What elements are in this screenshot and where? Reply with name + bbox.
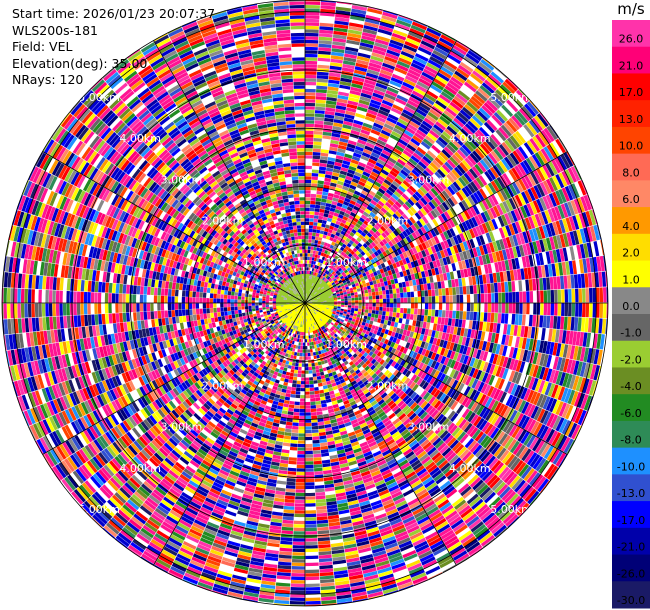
range-ring-label: 5.00km — [490, 503, 532, 516]
range-ring-label: 3.00km — [161, 421, 203, 434]
instrument-name-text: WLS200s-181 — [12, 22, 98, 38]
colorbar-swatch — [612, 73, 650, 101]
range-ring-label: 2.00km — [202, 379, 244, 392]
range-ring-label: 3.00km — [161, 173, 203, 186]
colorbar-swatch — [612, 527, 650, 556]
colorbar-tick-label: 8.0 — [622, 166, 640, 179]
colorbar-swatch — [612, 420, 650, 449]
velocity-gates — [6, 4, 597, 595]
colorbar-tick-label: 26.0 — [619, 33, 644, 46]
range-ring-label: 4.00km — [449, 132, 491, 145]
grid-spoke — [42, 151, 306, 304]
colorbar-tick-label: 2.0 — [622, 247, 640, 260]
velocity-gates — [25, 16, 597, 598]
range-ring — [71, 69, 539, 537]
colorbar-swatch — [612, 447, 650, 475]
velocity-gates — [10, 11, 607, 606]
range-ring — [188, 186, 422, 420]
range-ring-label: 1.00km — [243, 256, 285, 269]
colorbar-tick-label: 10.0 — [619, 140, 644, 153]
velocity-gates — [7, 17, 580, 595]
range-ring-label: 4.00km — [119, 462, 161, 475]
range-ring-label: 3.00km — [408, 421, 450, 434]
grid-spoke — [304, 151, 568, 304]
nrays-text: NRays: 120 — [12, 72, 84, 87]
range-ring-label: 5.00km — [78, 503, 120, 516]
colorbar-tick-label: 13.0 — [619, 113, 644, 126]
colorbar-tick-label: 0.0 — [622, 300, 640, 313]
colorbar-swatch — [612, 367, 650, 395]
colorbar-swatch — [612, 501, 650, 529]
elevation-text: Elevation(deg): 35.00 — [12, 55, 148, 71]
grid-spoke — [153, 302, 306, 566]
colorbar-swatch — [612, 100, 650, 128]
colorbar-tick-label: -1.0 — [620, 327, 641, 340]
range-ring-label: 5.00km — [490, 91, 532, 104]
colorbar-swatch — [612, 554, 650, 582]
colorbar-swatch — [612, 46, 650, 74]
colorbar-tick-label: -6.0 — [620, 407, 641, 420]
range-ring-label: 1.00km — [325, 338, 367, 351]
range-ring-label: 2.00km — [367, 215, 409, 228]
velocity-gates — [2, 4, 594, 605]
range-ring-label: 4.00km — [449, 462, 491, 475]
velocity-gates — [30, 18, 604, 602]
range-ring-label: 1.00km — [243, 338, 285, 351]
colorbar-swatch — [612, 260, 650, 288]
colorbar-swatch — [612, 287, 650, 315]
range-ring-label: 3.00km — [408, 173, 450, 186]
colorbar-swatch — [612, 340, 650, 368]
colorbar-swatch — [612, 126, 650, 155]
velocity-gates — [6, 15, 607, 594]
range-ring — [246, 244, 364, 362]
range-ring-label: 1.00km — [325, 256, 367, 269]
colorbar-unit-label: m/s — [617, 0, 645, 18]
colorbar-tick-label: 4.0 — [622, 220, 640, 233]
colorbar-tick-label: -10.0 — [617, 460, 645, 473]
colorbar-swatch — [612, 153, 650, 181]
start-time-text: Start time: 2026/01/23 20:07:37 — [12, 6, 216, 21]
grid-spoke — [153, 40, 306, 304]
colorbar-tick-label: 6.0 — [622, 193, 640, 206]
radar-ppi-plot: 1.00km 1.00km 1.00km 1.00km 2.00km 2.00km 2.00… — [1, 0, 609, 607]
colorbar-swatch — [612, 180, 650, 208]
colorbar-swatch — [612, 474, 650, 502]
colorbar-swatch — [612, 20, 650, 48]
velocity-gates — [1, 1, 608, 601]
colorbar-swatch — [612, 233, 650, 262]
range-ring-label: 2.00km — [202, 215, 244, 228]
range-ring-label: 4.00km — [119, 132, 161, 145]
colorbar: 26.0 21.0 17.0 13.0 10.0 8.0 6.0 4.0 2.0 1.0 0.0 -1… — [612, 20, 650, 609]
grid-spoke — [42, 302, 306, 455]
colorbar-swatch — [612, 314, 650, 342]
colorbar-tick-label: 21.0 — [619, 59, 644, 72]
colorbar-tick-label: -4.0 — [620, 380, 641, 393]
range-ring-label: 2.00km — [367, 379, 409, 392]
colorbar-swatch — [612, 394, 650, 422]
colorbar-tick-label: 1.0 — [622, 273, 640, 286]
grid-spoke — [304, 40, 457, 304]
colorbar-tick-label: -30.0 — [617, 594, 645, 607]
colorbar-swatch — [612, 581, 650, 609]
colorbar-tick-label: -26.0 — [617, 567, 645, 580]
colorbar-swatch — [612, 207, 650, 235]
range-ring-label: 5.00km — [78, 91, 120, 104]
colorbar-tick-label: -13.0 — [617, 487, 645, 500]
range-ring — [13, 11, 597, 595]
colorbar-tick-label: 17.0 — [619, 86, 644, 99]
grid-spoke — [304, 302, 568, 455]
grid-spoke — [304, 302, 457, 566]
colorbar-tick-label: -17.0 — [617, 514, 645, 527]
colorbar-tick-label: -2.0 — [620, 353, 641, 366]
colorbar-tick-label: -8.0 — [620, 434, 641, 447]
range-ring — [129, 127, 481, 479]
outer-range-border — [1, 0, 609, 607]
field-text: Field: VEL — [12, 39, 73, 54]
colorbar-tick-label: -21.0 — [617, 541, 645, 554]
velocity-gates — [3, 0, 608, 595]
header-info: Start time: 2026/01/23 20:07:37 WLS200s-… — [12, 6, 215, 89]
